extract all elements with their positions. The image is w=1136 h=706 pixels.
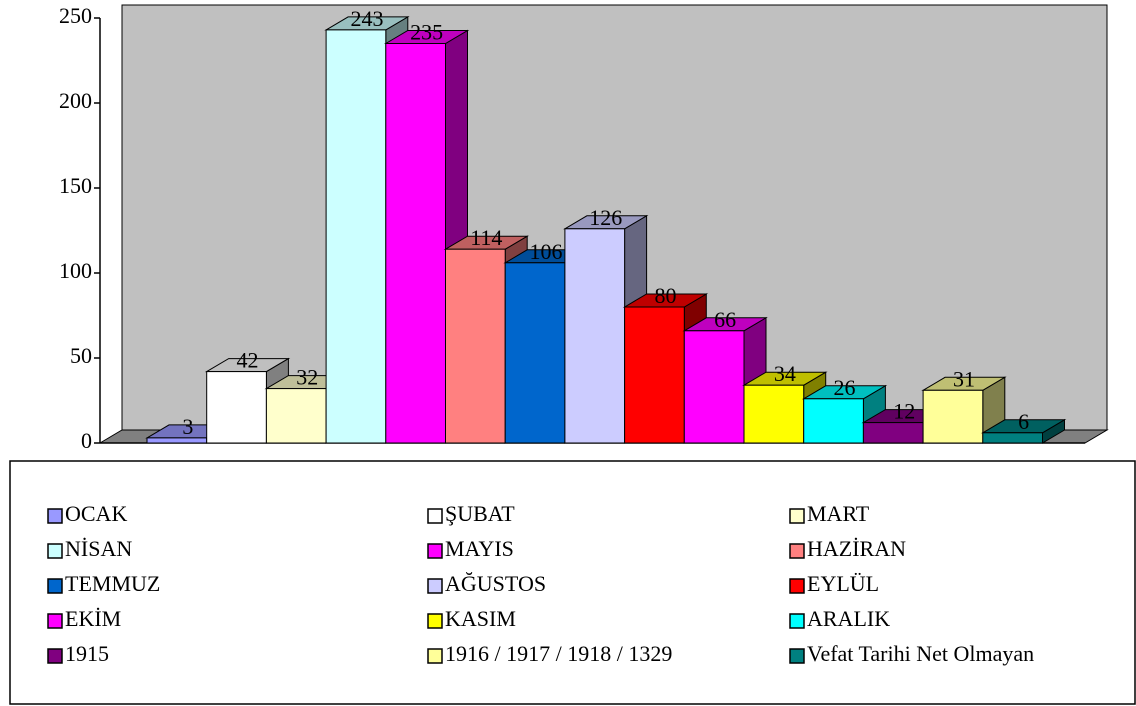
y-tick-label: 100	[59, 258, 92, 283]
legend-swatch	[47, 613, 63, 629]
data-label: 66	[714, 307, 736, 332]
legend-label: EKİM	[65, 606, 121, 631]
legend-box	[9, 460, 1136, 705]
data-label: 126	[589, 205, 622, 230]
legend-label: MAYIS	[445, 536, 514, 561]
data-label: 31	[953, 366, 975, 391]
legend-label: NİSAN	[65, 536, 132, 561]
legend-label: 1916 / 1917 / 1918 / 1329	[445, 641, 672, 666]
data-label: 243	[350, 6, 383, 31]
bar	[862, 422, 924, 444]
bar	[564, 228, 626, 444]
legend-swatch	[427, 508, 443, 524]
bar	[325, 29, 387, 444]
bar	[206, 371, 267, 444]
data-label: 34	[774, 361, 796, 386]
bar	[445, 248, 506, 444]
legend-label: Vefat Tarihi Net Olmayan	[807, 641, 1034, 666]
y-tick-label: 0	[81, 428, 92, 453]
legend-swatch	[789, 648, 805, 664]
legend-swatch	[789, 543, 805, 559]
data-label: 42	[237, 348, 259, 373]
legend-swatch	[789, 613, 805, 629]
data-label: 114	[470, 225, 502, 250]
legend-swatch	[47, 543, 63, 559]
bar	[504, 262, 566, 444]
legend-swatch	[427, 613, 443, 629]
legend-label: KASIM	[445, 606, 516, 631]
bar	[803, 398, 864, 444]
y-tick-label: 150	[59, 173, 92, 198]
legend-label: OCAK	[65, 501, 127, 526]
data-label: 235	[410, 20, 443, 45]
legend-label: MART	[807, 501, 870, 526]
legend-label: AĞUSTOS	[445, 571, 546, 596]
data-label: 6	[1018, 409, 1029, 434]
legend-swatch	[427, 543, 443, 559]
y-tick-label: 200	[59, 88, 92, 113]
legend-label: TEMMUZ	[65, 571, 160, 596]
bar	[683, 330, 745, 444]
legend-label: 1915	[65, 641, 109, 666]
legend-swatch	[427, 648, 443, 664]
legend-label: ŞUBAT	[445, 501, 515, 526]
legend-swatch	[47, 648, 63, 664]
bar	[743, 384, 805, 444]
bar	[385, 43, 446, 444]
bar	[922, 389, 984, 444]
legend-label: ARALIK	[807, 606, 890, 631]
legend-swatch	[427, 578, 443, 594]
data-label: 80	[654, 283, 676, 308]
data-label: 12	[893, 399, 915, 424]
bar	[146, 437, 208, 444]
legend-swatch	[789, 508, 805, 524]
data-label: 26	[834, 375, 856, 400]
bar	[982, 432, 1043, 444]
y-tick-label: 50	[70, 343, 92, 368]
data-label: 32	[296, 365, 318, 390]
data-label: 3	[182, 414, 193, 439]
y-tick-label: 250	[59, 3, 92, 28]
data-label: 106	[530, 239, 563, 264]
bar	[624, 306, 685, 444]
legend-swatch	[47, 578, 63, 594]
legend-swatch	[47, 508, 63, 524]
legend-swatch	[789, 578, 805, 594]
bar	[265, 388, 327, 444]
legend-label: HAZİRAN	[807, 536, 906, 561]
legend-label: EYLÜL	[807, 571, 879, 596]
